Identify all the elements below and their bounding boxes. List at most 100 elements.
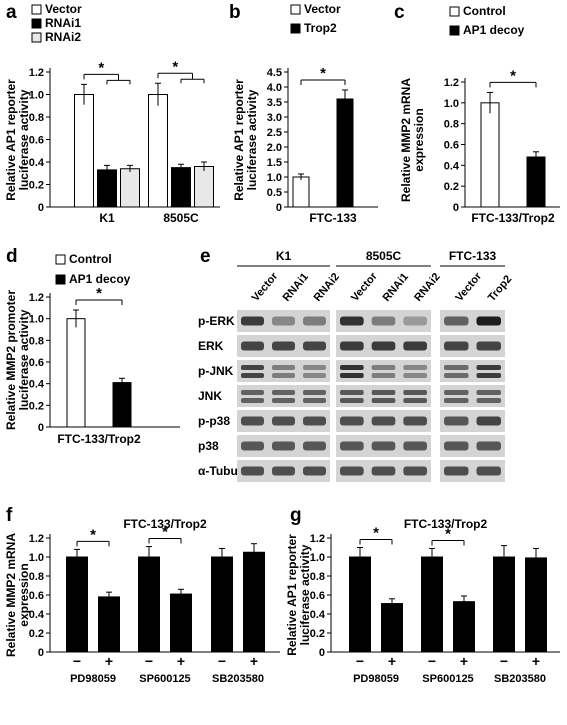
blot-strip — [440, 360, 505, 382]
blot-band — [403, 373, 427, 378]
blot-strip — [440, 435, 505, 457]
panel-label-g: g — [290, 505, 302, 526]
blot-band — [272, 316, 295, 326]
blot-band — [403, 398, 427, 403]
significance-star: * — [90, 526, 96, 543]
panel-labels: a b c d e f g — [6, 2, 405, 526]
blot-band — [241, 441, 264, 451]
y-tick-label: 0.8 — [29, 335, 44, 347]
y-tick-label: 1.0 — [29, 90, 44, 102]
bar — [148, 94, 168, 208]
blot-band — [303, 416, 326, 426]
blot-row-label: p-ERK — [198, 314, 235, 328]
condition-label: − — [500, 653, 508, 669]
group-label: SP600125 — [139, 673, 190, 685]
y-tick-label: 0.8 — [444, 119, 459, 131]
y-axis-label: Relative AP1 reporterluciferase activity — [232, 79, 259, 201]
blot-band — [272, 365, 295, 370]
panel-label-f: f — [6, 505, 13, 526]
condition-label: − — [145, 653, 153, 669]
bar — [211, 556, 233, 653]
y-tick-label: 2.5 — [267, 127, 282, 139]
blot-row-label: p38 — [198, 439, 219, 453]
y-tick-label: 0.2 — [29, 628, 44, 640]
bar — [120, 168, 140, 208]
significance-star: * — [172, 58, 178, 75]
legend-swatch — [449, 25, 460, 36]
blot-band — [371, 466, 396, 476]
blot-band — [303, 365, 326, 370]
bar — [171, 167, 191, 208]
y-axis-label-line: Relative AP1 reporter — [232, 79, 246, 201]
condition-label: − — [73, 653, 81, 669]
condition-label: + — [532, 653, 540, 669]
significance-star: * — [320, 65, 326, 82]
blot-band — [340, 373, 364, 378]
blot-band — [340, 398, 364, 403]
legend-label: Control — [463, 4, 506, 18]
blot-band — [476, 466, 501, 476]
y-tick-label: 0.8 — [29, 112, 44, 124]
legend-swatch — [55, 274, 66, 285]
panel-label-b: b — [229, 2, 241, 23]
y-axis-label-line: Relative MMP2 mRNA — [399, 78, 413, 202]
y-axis-label-line: luciferase activity — [17, 89, 31, 190]
y-tick-label: 1.2 — [29, 533, 44, 545]
bar — [453, 601, 475, 653]
y-tick-label: 0.2 — [310, 628, 325, 640]
y-tick-label: 0.4 — [310, 609, 326, 621]
y-tick-label: 1.2 — [29, 292, 44, 304]
legend-swatch — [31, 32, 42, 43]
significance-star: * — [98, 59, 104, 76]
blot-band — [476, 390, 501, 395]
blot-band — [371, 341, 396, 351]
group-label: SB203580 — [494, 673, 546, 685]
blot-band — [476, 365, 501, 370]
blot-lane-label: RNAi1 — [281, 271, 311, 304]
blot-strip — [237, 360, 330, 382]
bar — [170, 593, 192, 653]
blot-band — [272, 416, 295, 426]
blot-band — [340, 341, 364, 351]
blot-band — [241, 398, 264, 403]
condition-label: − — [428, 653, 436, 669]
significance-star: * — [373, 525, 379, 542]
y-tick-label: 0.4 — [444, 160, 460, 172]
y-tick-label: 0 — [38, 422, 44, 434]
blot-row-label: ERK — [198, 339, 224, 353]
y-tick-label: 0.2 — [444, 181, 459, 193]
blot-band — [444, 398, 469, 403]
legend-swatch — [290, 23, 301, 34]
blot-band — [272, 441, 295, 451]
blot-band — [241, 416, 264, 426]
blot-band — [371, 398, 396, 403]
blot-strip — [237, 385, 330, 407]
charts-layer: 0 0.2 0.4 0.6 0.8 1.0 1.2 Relative AP1 reporter… — [4, 2, 560, 685]
y-tick-label: 0 — [276, 202, 282, 214]
y-axis-label-line: Relative MMP2 promoter — [4, 290, 18, 430]
legend-label: RNAi2 — [45, 30, 81, 44]
blot-strip — [336, 360, 431, 382]
blot-band — [241, 365, 264, 370]
blot-band — [241, 466, 264, 476]
blot-band — [444, 365, 469, 370]
blot-band — [371, 390, 396, 395]
blot-band — [303, 390, 326, 395]
blot-lane-label: RNAi2 — [412, 271, 442, 304]
y-axis-label-line: luciferase activity — [298, 544, 312, 645]
group-label: PD98059 — [353, 673, 399, 685]
blot-row-label: JNK — [198, 389, 222, 403]
y-axis-label: Relative AP1 reporterluciferase activity — [285, 534, 312, 656]
blot-band — [241, 316, 264, 326]
y-tick-label: 0.6 — [29, 135, 44, 147]
y-tick-label: 0.2 — [29, 400, 44, 412]
blot-band — [444, 316, 469, 326]
condition-label: + — [460, 653, 468, 669]
y-axis-label-line: luciferase activity — [245, 89, 259, 190]
blot-band — [476, 416, 501, 426]
y-axis-label: Relative MMP2 mRNAexpression — [399, 78, 426, 202]
y-tick-label: 0.4 — [29, 609, 45, 621]
blot-band — [371, 373, 396, 378]
